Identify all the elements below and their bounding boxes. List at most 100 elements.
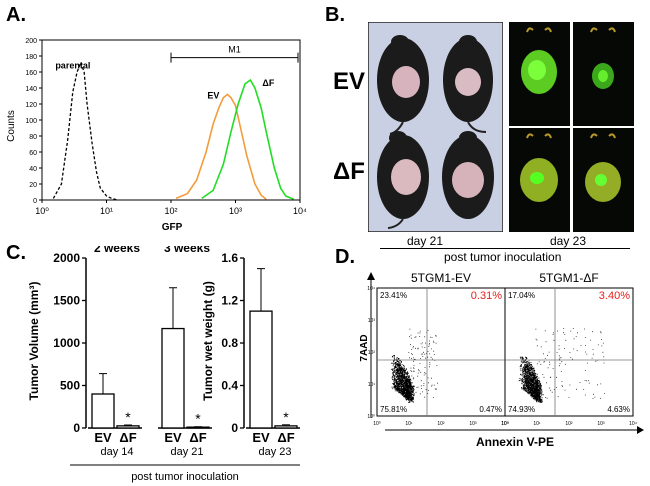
category-label: EV: [94, 430, 112, 445]
significance-marker: *: [283, 409, 289, 425]
group-title: 2 weeks: [94, 246, 140, 255]
x-tick-label: 10⁰: [35, 206, 49, 216]
mouse-photo-fluorescence: [509, 22, 634, 232]
y-tick-label: 0.8: [221, 336, 238, 350]
series-label: ΔF: [262, 78, 274, 88]
y-tick-label: 10²: [368, 350, 376, 356]
y-tick-label: 140: [25, 86, 37, 93]
bar: [161, 327, 185, 429]
mouse-figure: [442, 131, 494, 219]
y-tick-label: 20: [29, 182, 37, 189]
mouse-figure: [443, 35, 493, 133]
x-tick-label: 10¹: [533, 421, 541, 427]
mouse-figure: [377, 35, 429, 135]
arrow-head: [367, 272, 375, 280]
y-tick-label: 10³: [368, 318, 376, 324]
quadrant-upper-right: 3.40%: [599, 290, 630, 302]
histogram-series-line: [175, 93, 267, 200]
quadrant-upper-right: 0.31%: [471, 290, 502, 302]
y-tick-label: 1000: [53, 336, 80, 350]
x-tick-label: 10³: [229, 206, 242, 216]
panel-a-letter: A.: [6, 4, 26, 26]
fluorescent-tumor: [585, 133, 621, 202]
arrow-head: [637, 426, 644, 434]
bar: [116, 425, 140, 429]
bar: [249, 310, 273, 429]
category-label: EV: [164, 430, 182, 445]
category-label: ΔF: [277, 430, 294, 445]
y-tick-label: 180: [25, 54, 37, 61]
series-label: EV: [207, 90, 219, 100]
x-tick-label: 10⁴: [501, 421, 509, 427]
histogram-series-line: [201, 78, 295, 200]
mouse-photo-brightfield: [368, 22, 503, 232]
panel-b-letter: B.: [325, 4, 345, 26]
flow-plot-title: 5TGM1-ΔF: [539, 271, 598, 285]
flow-plot-frame: [376, 287, 506, 417]
fluorescent-tumor: [520, 133, 558, 202]
y-tick-label: 120: [25, 102, 37, 109]
ev-row-label: EV: [333, 68, 366, 95]
x-tick-label: 10³: [597, 421, 605, 427]
y-tick-label: 0.4: [221, 379, 238, 393]
y-tick-label: 10¹: [368, 382, 376, 388]
x-tick-label: 10⁴: [293, 206, 307, 216]
x-tick-label: 10²: [164, 206, 177, 216]
post-inoculation-caption: post tumor inoculation: [131, 471, 239, 483]
group-title: 3 weeks: [164, 246, 210, 255]
y-tick-label: 200: [25, 38, 37, 45]
y-tick-label: 1.6: [221, 251, 238, 265]
quadrant-upper-left: 17.04%: [508, 291, 535, 300]
y-tick-label: 100: [25, 118, 37, 125]
quadrant-upper-left: 23.41%: [380, 291, 407, 300]
day-21-label: day 21: [407, 234, 444, 248]
histogram-x-label: GFP: [162, 222, 183, 233]
y-tick-label: 0: [33, 198, 37, 205]
y-tick-label: 0: [231, 421, 238, 435]
flow-plot-title: 5TGM1-EV: [411, 271, 471, 285]
day-label: day 14: [100, 446, 133, 458]
gfp-histogram: Counts GFP 0 20 40 60 80 100 120 140 160 180 200 10…: [6, 38, 307, 233]
flow-y-label: 7AAD: [359, 334, 370, 361]
gate-label: M1: [228, 45, 241, 55]
volume-y-label: Tumor Volume (mm³): [27, 282, 41, 401]
annexin-flow-plots: 7AAD Annexin V-PE 5TGM1-EV 23.41% 0.31% 75.…: [359, 271, 644, 448]
category-label: ΔF: [119, 430, 136, 445]
y-tick-label: 500: [60, 379, 80, 393]
day-23-label: day 23: [550, 234, 587, 248]
x-tick-label: 10²: [437, 421, 445, 427]
day-label: day 23: [258, 446, 291, 458]
gate-m1: M1: [170, 45, 299, 63]
weight-y-label: Tumor wet weight (g): [201, 281, 215, 401]
panel-c-letter: C.: [6, 242, 26, 264]
divider-line: [380, 248, 630, 249]
x-tick-label: 10⁴: [629, 421, 637, 427]
y-tick-label: 1.2: [221, 294, 238, 308]
flow-events: [518, 328, 605, 403]
mouse-figure: [377, 131, 429, 229]
fluorescent-tumor: [521, 27, 557, 94]
histogram-y-label: Counts: [6, 110, 17, 142]
series-label: parental: [55, 60, 90, 70]
y-tick-label: 1500: [53, 294, 80, 308]
quadrant-lower-right: 0.47%: [479, 405, 502, 414]
x-tick-label: 10³: [469, 421, 477, 427]
bar: [186, 426, 210, 429]
x-tick-label: 10⁰: [373, 421, 381, 427]
tumor-bar-charts: Tumor Volume (mm³) Tumor wet weight (g) …: [27, 246, 300, 483]
df-row-label: ΔF: [333, 158, 365, 185]
y-tick-label: 40: [29, 166, 37, 173]
x-tick-label: 10²: [565, 421, 573, 427]
fluorescent-tumor: [590, 27, 616, 89]
y-tick-label: 60: [29, 150, 37, 157]
histogram-series-line: [52, 60, 119, 201]
post-inoculation-caption: post tumor inoculation: [444, 250, 562, 264]
significance-marker: *: [195, 411, 201, 427]
bar: [274, 425, 298, 429]
x-tick-label: 10⁰: [501, 421, 509, 427]
flow-x-label: Annexin V-PE: [476, 435, 554, 448]
significance-marker: *: [125, 409, 131, 425]
quadrant-lower-left: 74.93%: [508, 405, 535, 414]
x-tick-label: 10¹: [100, 206, 113, 216]
x-tick-label: 10¹: [405, 421, 413, 427]
